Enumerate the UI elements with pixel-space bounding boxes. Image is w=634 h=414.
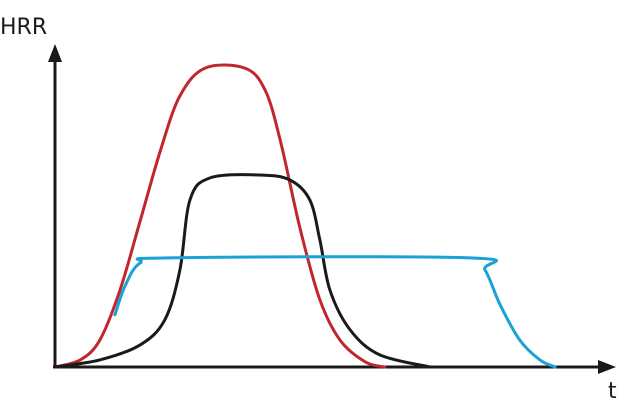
y-axis-label: HRR: [0, 15, 47, 40]
series-line: [113, 255, 557, 369]
y-axis-arrow: [48, 44, 62, 62]
x-axis-label: t: [608, 379, 617, 404]
x-axis-arrow: [598, 360, 616, 374]
plot-area: [53, 63, 557, 369]
series-line: [53, 63, 387, 369]
series-line: [53, 173, 432, 369]
